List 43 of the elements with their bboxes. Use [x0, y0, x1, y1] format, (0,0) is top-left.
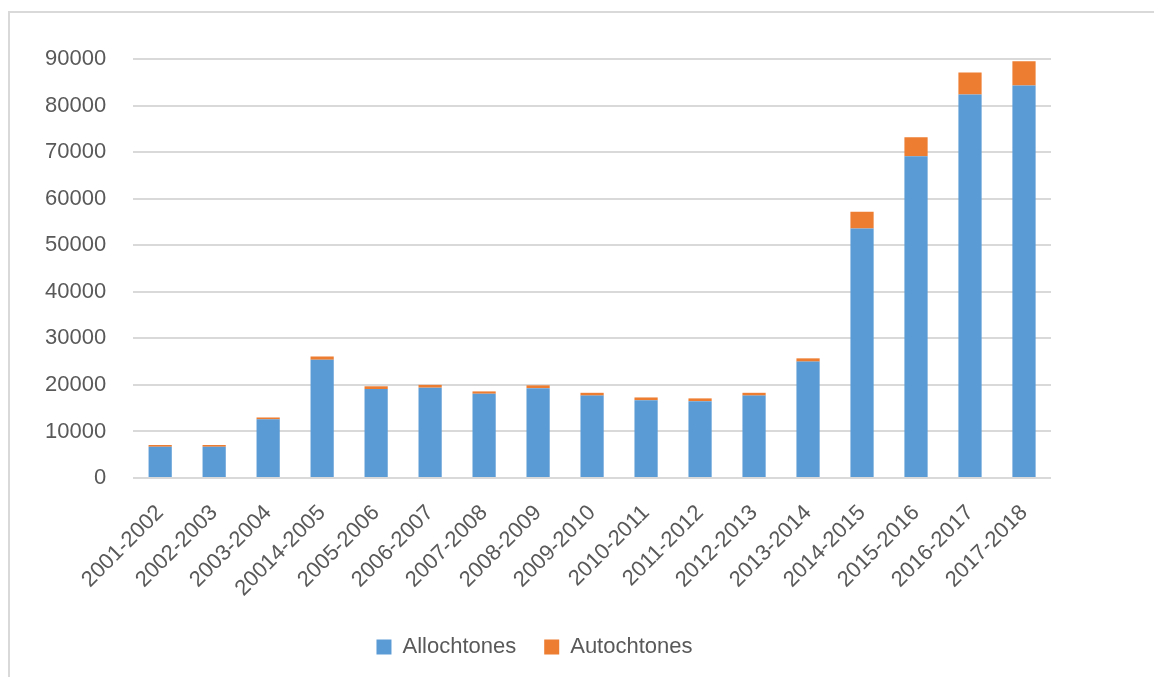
bar — [688, 398, 712, 402]
bar — [580, 395, 604, 477]
y-tick-label: 80000 — [44, 91, 107, 117]
bar — [904, 156, 928, 477]
bar — [418, 387, 442, 477]
bar — [472, 393, 496, 477]
legend-label: Allochtones — [402, 633, 517, 659]
bar — [202, 446, 226, 477]
bar — [904, 137, 928, 157]
bar — [1012, 85, 1036, 477]
bar — [364, 389, 388, 477]
bar — [256, 419, 280, 477]
bar — [310, 356, 334, 360]
y-tick-label: 40000 — [44, 277, 107, 303]
bar — [742, 392, 766, 396]
bar — [850, 211, 874, 229]
legend-label: Autochtones — [570, 633, 693, 659]
y-tick-label: 90000 — [44, 45, 107, 71]
y-tick-label: 30000 — [44, 324, 107, 350]
bar — [634, 397, 658, 401]
bar — [418, 384, 442, 388]
y-tick-label: 10000 — [44, 417, 107, 443]
y-tick-label: 20000 — [44, 370, 107, 396]
y-tick-label: 50000 — [44, 231, 107, 257]
y-tick-label: 60000 — [44, 184, 107, 210]
bar — [850, 228, 874, 477]
bar — [1012, 61, 1036, 86]
bar — [634, 400, 658, 477]
bar — [310, 359, 334, 477]
bar — [796, 361, 820, 477]
bar — [580, 392, 604, 396]
bar — [364, 386, 388, 390]
bar — [958, 72, 982, 95]
y-tick-label: 70000 — [44, 138, 107, 164]
bar — [958, 94, 982, 477]
bar — [796, 358, 820, 362]
bar — [742, 395, 766, 477]
bar — [688, 401, 712, 477]
bar — [148, 446, 172, 477]
y-tick-label: 0 — [93, 464, 107, 490]
bar — [526, 385, 550, 389]
bar — [526, 388, 550, 477]
bar — [472, 391, 496, 394]
